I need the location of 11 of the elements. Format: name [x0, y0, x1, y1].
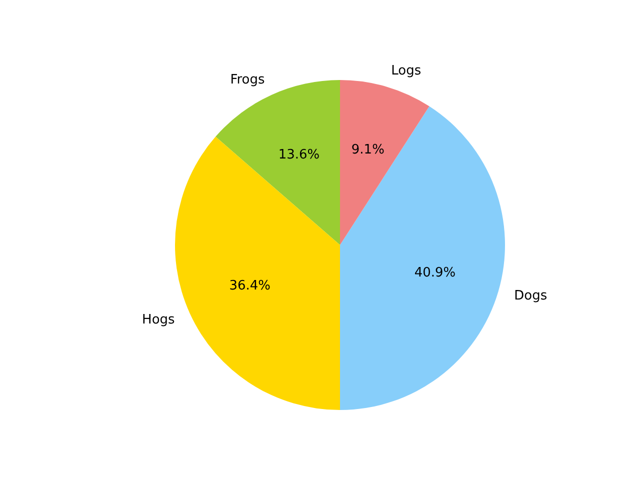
- data-label: 9.1%: [351, 142, 384, 158]
- slice-label: Hogs: [142, 312, 176, 328]
- slice-label: Frogs: [230, 72, 266, 88]
- data-label: 36.4%: [229, 278, 271, 294]
- slice-label: Logs: [391, 63, 422, 78]
- slice-label: Dogs: [514, 288, 548, 304]
- pie-slice: [340, 80, 430, 245]
- pie-slice: [340, 106, 505, 410]
- data-label: 40.9%: [414, 265, 456, 280]
- pie-slice: [175, 136, 340, 410]
- data-label: 13.6%: [278, 147, 320, 162]
